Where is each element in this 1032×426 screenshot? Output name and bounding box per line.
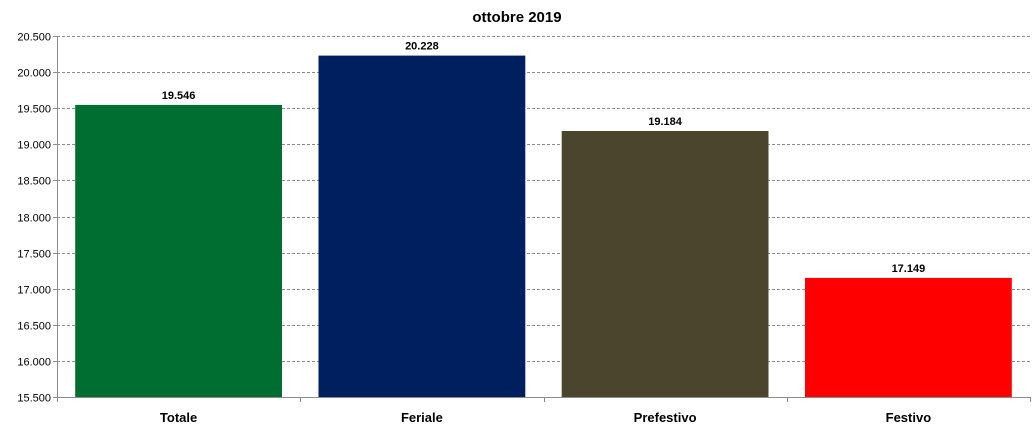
- bars: [75, 55, 1012, 398]
- bar-feriale: [318, 55, 526, 397]
- chart-title: ottobre 2019: [472, 9, 561, 26]
- data-label-feriale: 20.228: [405, 41, 439, 53]
- bar-totale: [75, 104, 282, 398]
- bar-prefestivo: [561, 131, 769, 397]
- y-tick-label: 19.000: [17, 140, 51, 152]
- y-tick-label: 15.500: [17, 393, 51, 405]
- y-tick-label: 20.500: [17, 32, 51, 44]
- x-tick-label-totale: Totale: [160, 410, 197, 425]
- data-label-totale: 19.546: [162, 90, 196, 102]
- bar-festivo: [805, 277, 1012, 397]
- y-tick-label: 18.000: [17, 213, 51, 225]
- y-tick-label: 17.500: [17, 249, 51, 261]
- x-axis: [57, 36, 1031, 402]
- data-label-festivo: 17.149: [892, 263, 926, 275]
- y-tick-label: 16.000: [17, 357, 51, 369]
- x-tick-label-feriale: Feriale: [401, 410, 443, 425]
- y-tick-label: 16.500: [17, 321, 51, 333]
- x-axis-tick-labels: Totale Feriale Prefestivo Festivo: [160, 410, 931, 425]
- data-labels: 19.546 20.228 19.184 17.149: [162, 41, 925, 275]
- y-tick-label: 17.000: [17, 285, 51, 297]
- data-label-prefestivo: 19.184: [648, 116, 683, 128]
- y-axis-tick-labels: 15.500 16.000 16.500 17.000 17.500 18.000 18.5…: [17, 32, 51, 405]
- y-tick-label: 19.500: [17, 104, 51, 116]
- x-tick-label-prefestivo: Prefestivo: [634, 410, 697, 425]
- y-tick-label: 18.500: [17, 176, 51, 188]
- x-tick-label-festivo: Festivo: [886, 410, 932, 425]
- y-tick-label: 20.000: [17, 68, 51, 80]
